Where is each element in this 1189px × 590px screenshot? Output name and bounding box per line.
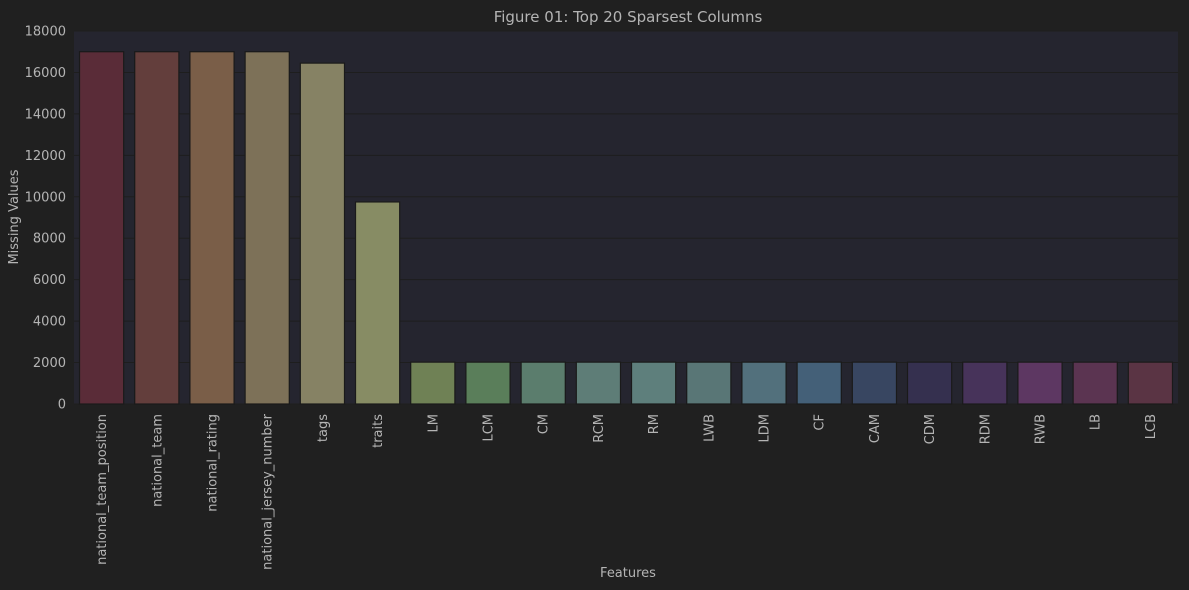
x-tick-label: RWB bbox=[1034, 414, 1049, 444]
y-tick-label: 18000 bbox=[25, 25, 66, 40]
bar-national-team bbox=[134, 51, 180, 405]
y-tick-label: 0 bbox=[58, 398, 66, 413]
x-tick-label: LM bbox=[426, 414, 441, 432]
x-axis-label: Features bbox=[600, 566, 656, 581]
y-tick-label: 16000 bbox=[25, 66, 66, 81]
bar-ldm bbox=[741, 361, 787, 405]
bar-cf bbox=[796, 361, 842, 405]
x-tick-label: LDM bbox=[758, 414, 773, 442]
bar-lwb bbox=[686, 361, 732, 405]
x-tick-label: LWB bbox=[702, 414, 717, 442]
x-tick-label: RDM bbox=[978, 414, 993, 444]
bar-rdm bbox=[962, 361, 1008, 405]
bar-rm bbox=[630, 361, 677, 405]
bar-national-rating bbox=[189, 51, 235, 405]
y-tick-label: 14000 bbox=[25, 107, 66, 122]
x-tick-label: CM bbox=[537, 414, 552, 434]
bar-traits bbox=[354, 201, 401, 405]
x-tick-label: CDM bbox=[923, 414, 938, 444]
bar-tags bbox=[299, 62, 346, 405]
x-tick-label: RM bbox=[647, 414, 662, 434]
x-tick-label: national_rating bbox=[206, 414, 221, 512]
x-tick-label: CF bbox=[813, 414, 828, 431]
x-tick-label: CAM bbox=[868, 414, 883, 443]
y-axis-label: Missing Values bbox=[7, 169, 22, 264]
bar-lb bbox=[1072, 361, 1118, 405]
y-axis-ticks: 0 2000 4000 6000 8000 10000 12000 14000 16000 180… bbox=[25, 25, 66, 413]
x-tick-label: LB bbox=[1089, 414, 1104, 430]
y-tick-label: 12000 bbox=[25, 149, 66, 164]
y-tick-label: 10000 bbox=[25, 190, 66, 205]
bar-lm bbox=[410, 361, 456, 405]
x-tick-label: LCM bbox=[482, 414, 497, 442]
bars bbox=[78, 51, 1174, 405]
x-tick-label: national_jersey_number bbox=[261, 413, 276, 569]
y-tick-label: 2000 bbox=[33, 356, 66, 371]
plot-area bbox=[74, 31, 1178, 404]
x-tick-label: national_team_position bbox=[95, 414, 110, 565]
bar-national-jersey-number bbox=[244, 51, 290, 405]
bar-cam bbox=[851, 361, 898, 405]
bar-national-team-position bbox=[78, 51, 125, 405]
x-tick-label: RCM bbox=[592, 414, 607, 443]
y-tick-label: 6000 bbox=[33, 273, 66, 288]
x-tick-label: traits bbox=[371, 414, 386, 448]
y-tick-label: 8000 bbox=[33, 232, 66, 247]
x-tick-label: national_team bbox=[150, 414, 165, 507]
bar-lcm bbox=[465, 361, 511, 405]
x-tick-label: LCB bbox=[1144, 414, 1159, 439]
chart-title: Figure 01: Top 20 Sparsest Columns bbox=[494, 8, 763, 26]
bar-rwb bbox=[1017, 361, 1063, 405]
x-tick-label: tags bbox=[316, 414, 331, 442]
x-axis-ticks: national_team_position national_team natio… bbox=[95, 413, 1159, 569]
y-tick-label: 4000 bbox=[33, 315, 66, 330]
bar-rcm bbox=[575, 361, 622, 405]
bar-cm bbox=[520, 361, 566, 405]
bar-lcb bbox=[1127, 361, 1174, 405]
bar-cdm bbox=[906, 361, 953, 405]
